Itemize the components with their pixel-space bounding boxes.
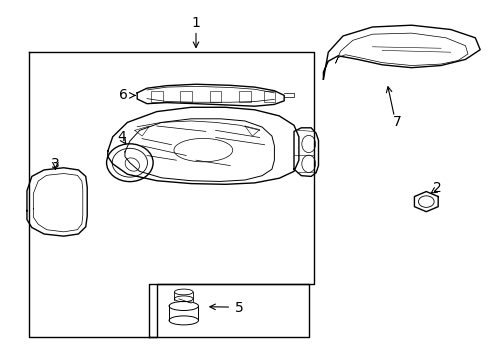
Bar xyxy=(264,91,275,102)
Bar xyxy=(210,91,221,102)
Text: 5: 5 xyxy=(235,301,244,315)
Text: 3: 3 xyxy=(51,157,60,171)
Text: 6: 6 xyxy=(119,89,128,102)
Text: 1: 1 xyxy=(192,17,200,30)
Text: 4: 4 xyxy=(117,130,126,144)
Text: 2: 2 xyxy=(433,181,441,195)
Bar xyxy=(151,91,163,102)
Text: 7: 7 xyxy=(392,116,401,129)
Bar xyxy=(180,91,192,102)
Bar xyxy=(239,91,251,102)
